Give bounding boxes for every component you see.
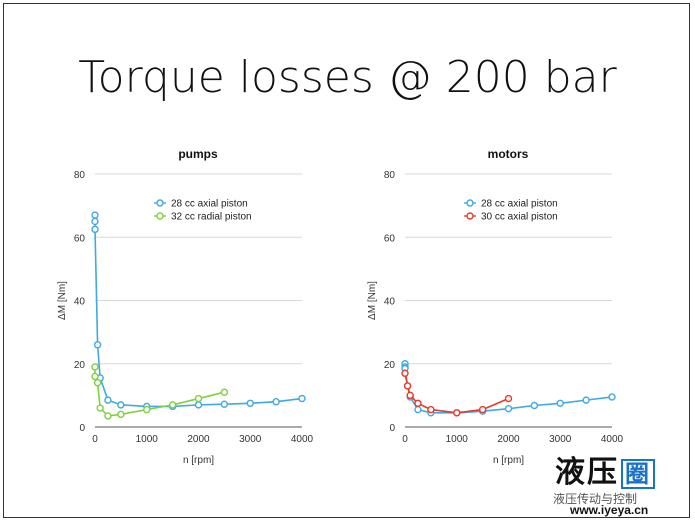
motors-series-0-point-11: [556, 399, 564, 407]
motors-legend-label-1: 30 cc axial piston: [481, 212, 558, 223]
pumps-xtick-label-0: 0: [92, 434, 98, 445]
pumps-series-0-point-9: [194, 401, 203, 409]
pumps-series-1-point-6: [143, 405, 151, 414]
pumps-series-1-point-0: [91, 363, 99, 371]
pumps-ytick-label-0: 0: [79, 423, 85, 434]
watermark-url: www.iyeya.cn: [570, 503, 649, 517]
pumps-series-1-point-9: [220, 388, 229, 396]
motors-ytick-label-40: 40: [384, 297, 396, 308]
pumps-series-0-point-1: [91, 217, 99, 226]
slide-frame: [3, 3, 690, 518]
pumps-series-line-1: [94, 366, 225, 417]
watermark-logo-box: 圈: [621, 459, 655, 489]
motors-series-1-point-5: [453, 409, 461, 417]
motors-series-0-point-5: [414, 405, 422, 414]
pumps-series-1-point-3: [96, 404, 104, 412]
motors-series-1-point-3: [414, 399, 422, 407]
pumps-xtick-label-3000: 3000: [239, 434, 262, 445]
motors-xtick-label-3000: 3000: [549, 434, 572, 445]
motors-series-1-point-0: [401, 369, 409, 377]
motors-ytick-label-80: 80: [384, 170, 396, 181]
watermark-logo: 液压圈: [555, 455, 685, 490]
motors-xtick-label-0: 0: [402, 434, 408, 445]
pumps-series-1-point-1: [91, 372, 99, 381]
pumps-series-0-point-11: [246, 399, 254, 407]
pumps-series-0-point-6: [117, 401, 125, 409]
pumps-series-0-point-2: [91, 225, 99, 234]
motors-ytick-label-0: 0: [389, 423, 395, 434]
pumps-legend-label-0: 28 cc axial piston: [171, 199, 248, 210]
pumps-x-axis-label: n [rpm]: [183, 455, 214, 466]
motors-ytick-label-60: 60: [384, 233, 396, 244]
pumps-series-0-point-0: [91, 211, 99, 219]
pumps-y-axis-label: ΔM [Nm]: [57, 281, 68, 320]
motors-series-1-point-2: [406, 391, 414, 400]
motors-x-axis-label: n [rpm]: [493, 455, 524, 466]
motors-series-line-1: [404, 373, 509, 414]
pumps-legend-swatch-marker-1: [156, 212, 164, 220]
pumps-series-1-point-7: [168, 401, 177, 409]
pumps-ytick-label-20: 20: [74, 360, 86, 371]
pumps-series-1-point-4: [104, 412, 112, 420]
motors-ytick-label-20: 20: [384, 360, 396, 371]
pumps-series-1-point-2: [93, 379, 102, 387]
motors-xtick-label-1000: 1000: [446, 434, 469, 445]
pumps-legend-swatch-marker-0: [156, 199, 164, 207]
motors-series-1-point-4: [427, 405, 435, 414]
motors-series-0-point-13: [608, 393, 616, 401]
motors-legend-swatch-marker-0: [466, 199, 474, 207]
motors-legend-swatch-marker-1: [466, 212, 474, 220]
motors-chart-title: motors: [488, 147, 529, 161]
motors-series-0-point-12: [582, 396, 590, 404]
motors-y-axis-label: ΔM [Nm]: [367, 281, 378, 320]
pumps-series-0-point-5: [104, 396, 112, 404]
motors-series-0-point-10: [530, 401, 539, 410]
pumps-series-1-point-5: [117, 410, 125, 419]
pumps-series-0-point-3: [93, 341, 102, 349]
motors-series-1-point-7: [504, 394, 513, 403]
motors-xtick-label-2000: 2000: [497, 434, 520, 445]
pumps-ytick-label-60: 60: [74, 233, 86, 244]
motors-legend-label-0: 28 cc axial piston: [481, 199, 558, 210]
motors-series-1-point-6: [478, 405, 487, 414]
pumps-legend-label-1: 32 cc radial piston: [171, 212, 252, 223]
motors-xtick-label-4000: 4000: [601, 434, 624, 445]
pumps-ytick-label-80: 80: [74, 170, 86, 181]
pumps-xtick-label-4000: 4000: [291, 434, 314, 445]
pumps-series-0-point-13: [298, 394, 306, 403]
watermark-channel: 液压传动与控制: [553, 492, 638, 506]
pumps-ytick-label-40: 40: [74, 297, 86, 308]
pumps-series-0-point-10: [220, 400, 229, 408]
motors-series-0-point-9: [504, 404, 513, 413]
pumps-series-0-point-12: [272, 398, 280, 406]
pumps-series-1-point-8: [194, 394, 203, 403]
pumps-chart-title: pumps: [178, 147, 218, 161]
pumps-xtick-label-2000: 2000: [187, 434, 210, 445]
pumps-series-line-0: [94, 215, 303, 408]
watermark-logo-text: 液压: [555, 455, 619, 490]
motors-series-1-point-1: [403, 382, 412, 390]
pumps-xtick-label-1000: 1000: [136, 434, 159, 445]
slide-title: Torque losses @ 200 bar: [78, 52, 617, 103]
